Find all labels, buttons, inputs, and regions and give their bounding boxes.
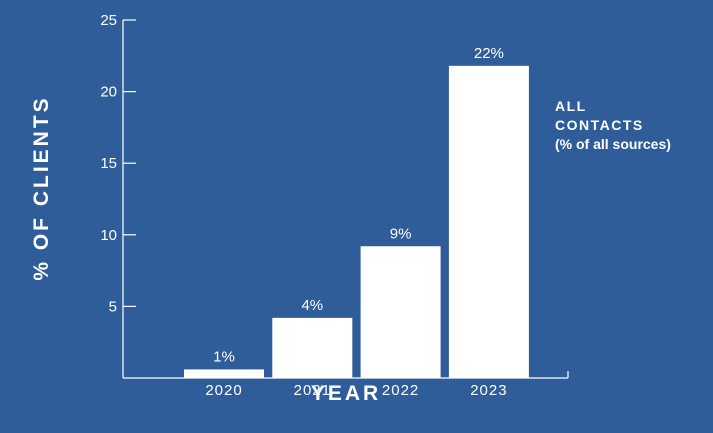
x-tick-label: 2020 — [205, 382, 242, 399]
bar-data-label: 22% — [474, 45, 504, 62]
bar-2020 — [184, 369, 264, 378]
bar-data-label: 4% — [301, 297, 323, 314]
bar-2023 — [448, 65, 529, 378]
y-tick-label: 25 — [100, 12, 117, 29]
legend-line-3: (% of all sources) — [555, 136, 671, 152]
y-axis: 5 10 15 20 25 — [100, 12, 136, 378]
x-axis-title: YEAR — [310, 382, 382, 405]
x-tick-label: 2023 — [470, 382, 507, 399]
y-tick-label: 20 — [100, 84, 117, 101]
y-tick-label: 10 — [100, 227, 117, 244]
x-tick-label: 2021 — [294, 382, 331, 399]
y-tick-label: 5 — [109, 298, 117, 315]
bars: 1% 4% 9% 22% — [184, 45, 529, 378]
bar-2022 — [360, 246, 441, 378]
y-axis-title: % OF CLIENTS — [30, 95, 53, 281]
legend-line-1: ALL — [555, 98, 587, 114]
bar-data-label: 1% — [213, 348, 235, 365]
legend-line-2: CONTACTS — [555, 117, 644, 133]
x-tick-label: 2022 — [382, 382, 419, 399]
y-tick-label: 15 — [100, 155, 117, 172]
series-legend: ALL CONTACTS (% of all sources) — [555, 97, 671, 154]
bar-2021 — [272, 317, 353, 378]
bar-data-label: 9% — [390, 225, 412, 242]
